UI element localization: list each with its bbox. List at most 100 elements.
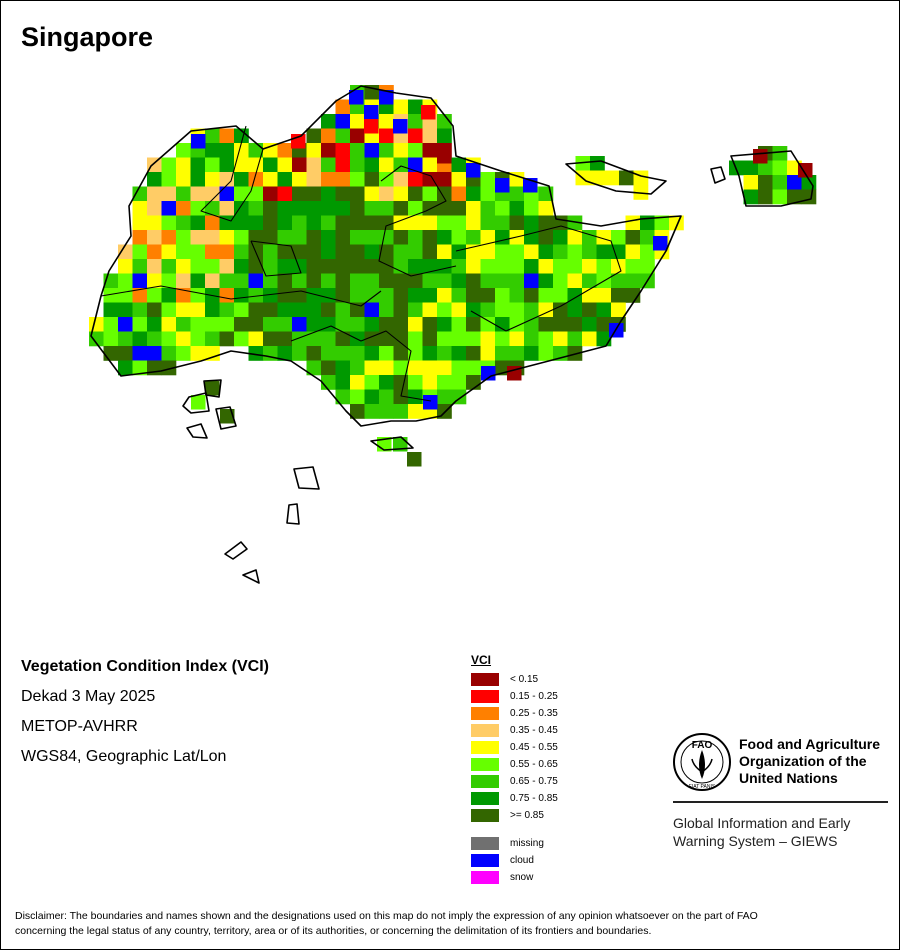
- vci-pixel: [335, 288, 351, 303]
- vci-pixel: [248, 215, 264, 231]
- district-boundary: [378, 165, 457, 277]
- vci-pixel: [509, 273, 525, 289]
- vci-pixel: [191, 134, 206, 149]
- vci-pixel: [220, 409, 235, 424]
- vci-pixel: [451, 186, 467, 202]
- vci-pixel: [349, 90, 364, 105]
- vci-pixel: [567, 302, 583, 318]
- vci-pixel: [379, 186, 394, 202]
- vci-pixel: [364, 119, 379, 134]
- vci-pixel: [437, 149, 452, 164]
- vci-pixel: [205, 346, 220, 361]
- vci-pixel: [132, 186, 148, 202]
- vci-pixel: [590, 170, 605, 186]
- legend-label: >= 0.85: [510, 810, 544, 821]
- disclaimer-line2: concerning the legal status of any count…: [15, 925, 652, 937]
- vci-pixel: [205, 273, 220, 289]
- vci-pixel: [147, 331, 162, 347]
- vci-pixel: [524, 346, 539, 361]
- vci-pixel: [277, 186, 293, 202]
- vci-pixel: [379, 389, 394, 405]
- vci-pixel: [509, 346, 525, 361]
- vci-pixel: [350, 186, 365, 202]
- vci-pixel: [495, 244, 510, 260]
- vci-pixel: [248, 201, 264, 216]
- vci-pixel: [147, 317, 162, 332]
- legend-swatch: [471, 871, 499, 884]
- legend-swatch: [471, 854, 499, 867]
- vci-pixel: [219, 302, 235, 318]
- vci-pixel: [118, 346, 133, 361]
- vci-pixel: [364, 105, 379, 120]
- vci-pixel: [408, 215, 423, 231]
- vci-pixel: [611, 230, 626, 245]
- vci-pixel: [161, 288, 177, 303]
- vci-pixel: [524, 331, 539, 347]
- vci-pixel: [451, 230, 467, 245]
- vci-pixel-grid: [89, 85, 817, 467]
- vci-pixel: [758, 189, 773, 205]
- vci-pixel: [596, 288, 612, 303]
- vci-pixel: [437, 186, 452, 202]
- vci-pixel: [553, 273, 568, 289]
- vci-pixel: [292, 186, 307, 202]
- giews-line1: Global Information and Early: [673, 815, 851, 831]
- vci-pixel: [553, 331, 568, 347]
- vci-pixel: [640, 259, 655, 274]
- vci-pixel: [538, 331, 554, 347]
- vci-pixel: [451, 259, 467, 274]
- vci-pixel: [147, 259, 162, 274]
- vci-pixel: [582, 230, 597, 245]
- vci-pixel: [350, 389, 365, 405]
- vci-pixel: [176, 317, 191, 332]
- vci-pixel: [335, 172, 351, 187]
- vci-pixel: [596, 317, 612, 332]
- vci-pixel: [161, 317, 177, 332]
- vci-pixel: [393, 288, 409, 303]
- vci-pixel: [480, 346, 496, 361]
- vci-pixel: [205, 331, 220, 347]
- vci-pixel: [132, 259, 148, 274]
- vci-pixel: [480, 201, 496, 216]
- vci-pixel: [234, 172, 249, 187]
- vci-pixel: [277, 288, 293, 303]
- vci-pixel: [480, 172, 496, 187]
- vci-pixel: [575, 156, 591, 171]
- vci-pixel: [335, 302, 351, 318]
- vci-pixel: [263, 215, 278, 231]
- vci-pixel: [437, 230, 452, 245]
- vci-pixel: [393, 244, 409, 260]
- vci-pixel: [335, 375, 351, 390]
- vci-pixel: [538, 215, 554, 231]
- vci-pixel: [422, 215, 438, 231]
- vci-pixel: [335, 346, 351, 361]
- vci-pixel: [495, 259, 510, 274]
- vci-pixel: [553, 259, 568, 274]
- vci-pixel: [190, 201, 206, 216]
- vci-pixel: [118, 331, 133, 347]
- vci-pixel: [509, 302, 525, 318]
- vci-pixel: [234, 143, 249, 158]
- vci-pixel: [205, 186, 220, 202]
- vci-pixel: [422, 201, 438, 216]
- giews-label: Global Information and Early Warning Sys…: [673, 814, 893, 850]
- vci-pixel: [422, 186, 438, 202]
- vci-pixel: [495, 288, 510, 303]
- vci-pixel: [321, 259, 336, 274]
- vci-pixel: [248, 288, 264, 303]
- vci-pixel: [161, 273, 177, 289]
- vci-pixel: [205, 143, 220, 158]
- vci-pixel: [451, 302, 467, 318]
- vci-pixel: [567, 259, 583, 274]
- vci-pixel: [466, 230, 481, 245]
- period-label: Dekad 3 May 2025: [21, 688, 156, 705]
- vci-pixel: [176, 273, 191, 289]
- vci-pixel: [263, 143, 278, 158]
- vci-pixel: [205, 128, 220, 144]
- vci-pixel: [393, 302, 409, 318]
- vci-pixel: [190, 157, 206, 173]
- vci-pixel: [408, 389, 423, 405]
- vci-pixel: [437, 317, 452, 332]
- legend-label: 0.25 - 0.35: [510, 708, 558, 719]
- vci-pixel: [451, 244, 467, 260]
